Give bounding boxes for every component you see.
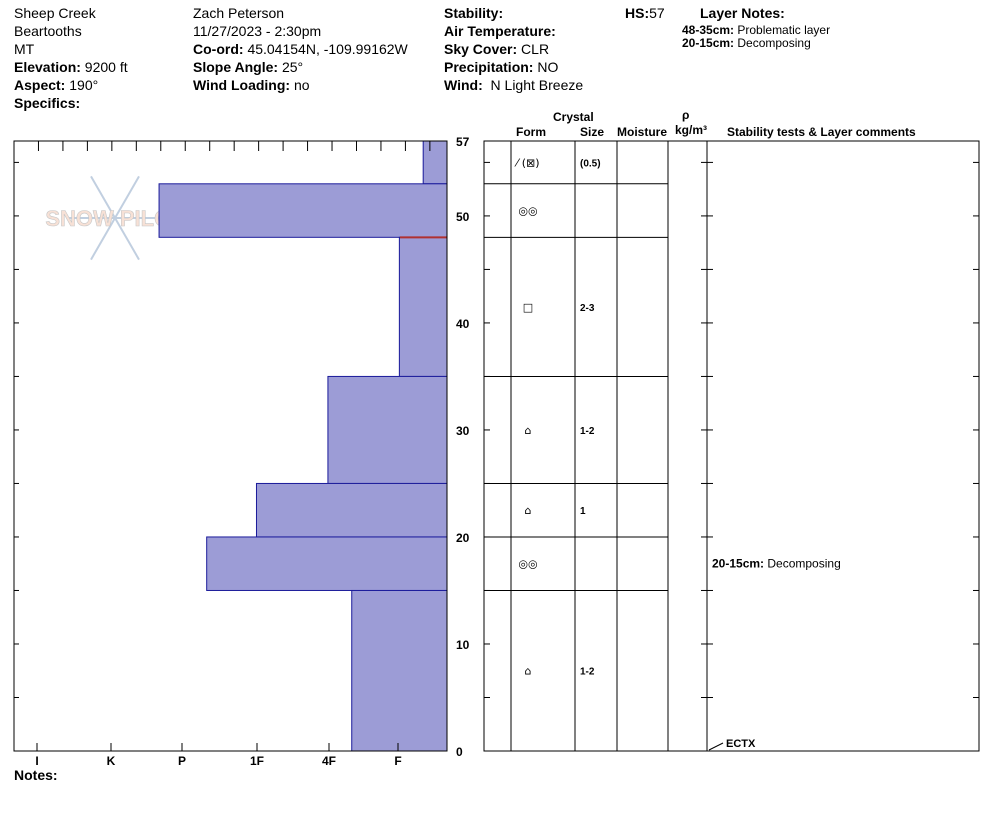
specifics-label: Specifics:	[14, 95, 81, 111]
depth-tick-label: 40	[456, 317, 470, 331]
precip-label: Precipitation:	[444, 59, 534, 75]
hs-label: HS:	[625, 5, 650, 21]
rho-header: ρ	[682, 108, 690, 122]
elevation-label: Elevation:	[14, 59, 81, 75]
depth-tick-label: 30	[456, 424, 470, 438]
precipitation: Precipitation: NO	[444, 59, 558, 75]
coord-value: 45.04154N, -109.99162W	[247, 41, 408, 57]
hardness-bar	[327, 375, 448, 484]
crystal-size: 1	[580, 506, 586, 517]
wind: Wind: N Light Breeze	[444, 77, 583, 93]
notes-label: Notes:	[14, 767, 58, 783]
hardness-bar	[422, 140, 448, 185]
precip-value: NO	[537, 59, 559, 75]
layer-note-range: 48-35cm:	[682, 23, 735, 37]
stability-tests-header: Stability tests & Layer comments	[727, 125, 916, 139]
elevation: Elevation: 9200 ft	[14, 59, 128, 75]
sky-value: CLR	[521, 41, 550, 57]
crystal-header: Crystal	[553, 110, 594, 124]
crystal-form-symbol: ⁄ (⊠)	[513, 156, 539, 169]
snowflake-arm	[114, 217, 140, 261]
slope-label: Slope Angle:	[193, 59, 279, 75]
stability-frame	[706, 140, 980, 752]
density-unit-header: kg/m³	[675, 123, 708, 137]
mountain-range: Beartooths	[14, 23, 82, 39]
crystal-size: (0.5)	[580, 158, 601, 169]
wind-value: N Light Breeze	[490, 77, 584, 93]
hardness-tick-label: K	[107, 754, 116, 768]
layer-note-text: Decomposing	[737, 36, 811, 50]
aspect: Aspect: 190°	[14, 77, 98, 93]
crystal-table-frame	[483, 140, 708, 752]
slope-angle: Slope Angle: 25°	[193, 59, 303, 75]
wind-loading-value: no	[293, 77, 310, 93]
layer-comment-range: 20-15cm:	[712, 557, 767, 571]
coord-label: Co-ord:	[193, 41, 244, 57]
hardness-tick-label: 4F	[322, 754, 336, 768]
stability-test-label: ECTX	[726, 738, 756, 750]
hardness-tick-label: P	[178, 754, 186, 768]
hardness-tick-label: I	[35, 754, 38, 768]
snowflake-arm	[114, 175, 140, 219]
hardness-bar	[351, 589, 448, 752]
layer-notes-title: Layer Notes:	[700, 5, 785, 21]
size-header: Size	[580, 125, 605, 139]
observer: Zach Peterson	[193, 5, 285, 21]
crystal-form-symbol: ◎◎	[518, 205, 537, 218]
hardness-tick-label: F	[394, 754, 401, 768]
form-header: Form	[516, 125, 546, 139]
crystal-size: 1-2	[580, 667, 595, 678]
hardness-plot-frame	[13, 140, 448, 752]
wind-loading: Wind Loading: no	[193, 77, 310, 93]
coordinates: Co-ord: 45.04154N, -109.99162W	[193, 41, 408, 57]
layer-note: 20-15cm: Decomposing	[682, 37, 811, 50]
crystal-form-symbol: ⌂	[525, 504, 532, 517]
wind-label: Wind:	[444, 77, 483, 93]
crystal-form-symbol: □	[523, 301, 533, 314]
depth-tick-label: 57	[456, 135, 470, 149]
elevation-value: 9200 ft	[84, 59, 128, 75]
crystal-form-symbol: ⌂	[525, 424, 532, 437]
snowflake-arm	[90, 217, 116, 261]
layer-comment-text: Decomposing	[767, 557, 840, 571]
sky-cover: Sky Cover: CLR	[444, 41, 549, 57]
aspect-value: 190°	[69, 77, 99, 93]
location: Sheep Creek	[14, 5, 96, 21]
wind-loading-label: Wind Loading:	[193, 77, 291, 93]
snowflake-arm	[90, 175, 116, 219]
hs: HS:57	[625, 5, 665, 21]
crystal-form-symbol: ◎◎	[518, 558, 537, 571]
stability-label: Stability:	[444, 5, 504, 21]
depth-tick-label: 0	[456, 745, 463, 759]
hardness-bar	[255, 482, 448, 538]
depth-tick-label: 20	[456, 531, 470, 545]
hs-value: 57	[649, 5, 665, 21]
slope-value: 25°	[281, 59, 304, 75]
datetime: 11/27/2023 - 2:30pm	[193, 23, 322, 39]
crystal-size: 2-3	[580, 303, 595, 314]
moisture-header: Moisture	[617, 125, 668, 139]
layer-comment: 20-15cm: Decomposing	[712, 557, 841, 571]
layer-note: 48-35cm: Problematic layer	[682, 24, 830, 37]
hardness-tick-label: 1F	[250, 754, 264, 768]
hardness-bar	[158, 183, 448, 238]
layer-note-text: Problematic layer	[737, 23, 831, 37]
aspect-label: Aspect:	[14, 77, 66, 93]
depth-tick-label: 10	[456, 638, 470, 652]
sky-label: Sky Cover:	[444, 41, 518, 57]
layer-note-range: 20-15cm:	[682, 36, 735, 50]
test-marker-arrow	[708, 742, 724, 751]
air-temperature-label: Air Temperature:	[444, 23, 556, 39]
hardness-bar	[398, 236, 448, 377]
state: MT	[14, 41, 35, 57]
hardness-bar	[206, 536, 448, 591]
crystal-size: 1-2	[580, 426, 595, 437]
crystal-form-symbol: ⌂	[525, 665, 532, 678]
depth-tick-label: 50	[456, 210, 470, 224]
